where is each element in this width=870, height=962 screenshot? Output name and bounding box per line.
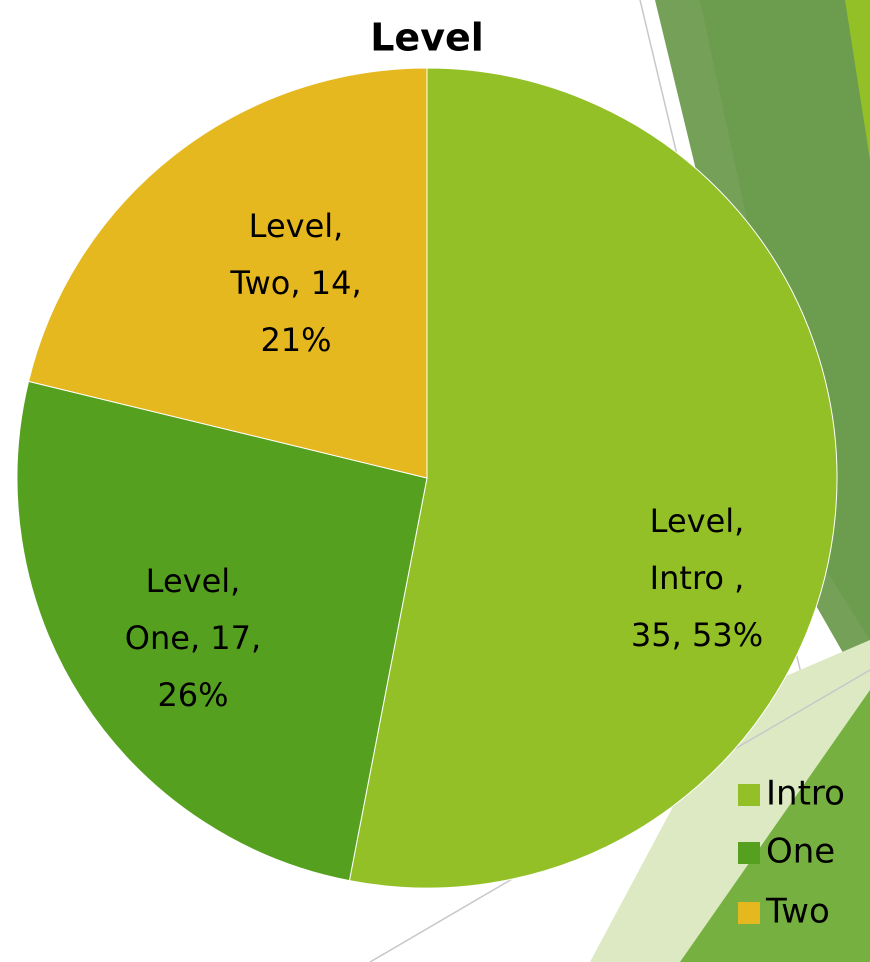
chart-title: Level <box>370 16 484 60</box>
legend-label: Two <box>765 892 830 932</box>
data-label: Two, 14, <box>229 264 361 302</box>
pie-slice <box>348 67 838 889</box>
data-label: Level, <box>249 207 344 245</box>
legend-swatch <box>738 784 760 806</box>
data-label: 35, 53% <box>631 616 763 654</box>
data-label: Level, <box>146 562 241 600</box>
legend-label: One <box>766 832 835 872</box>
data-label: One, 17, <box>125 619 261 657</box>
legend-label: Intro <box>766 774 845 814</box>
data-label: 26% <box>157 676 228 714</box>
data-label: Intro , <box>650 559 745 597</box>
pie-slice <box>16 380 428 882</box>
legend-swatch <box>738 902 760 924</box>
data-label: Level, <box>650 502 745 540</box>
data-label: 21% <box>260 321 331 359</box>
legend-swatch <box>738 842 760 864</box>
pie-slice <box>27 67 428 479</box>
